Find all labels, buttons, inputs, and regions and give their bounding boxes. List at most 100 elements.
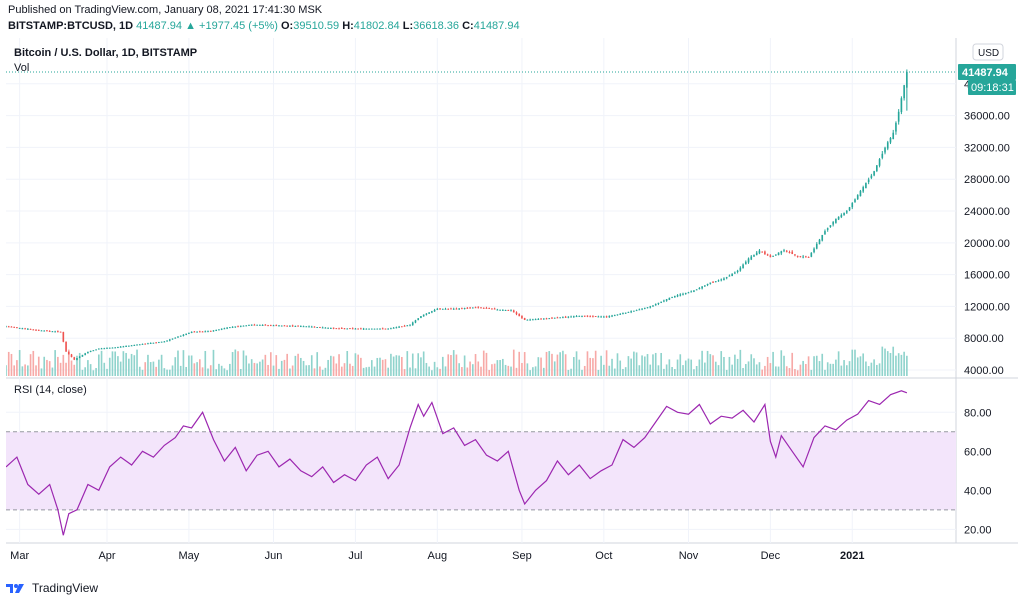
candle-body: [764, 251, 766, 255]
volume-bar: [275, 355, 278, 376]
volume-bar: [428, 366, 430, 376]
candle-body: [310, 326, 313, 328]
candle-body: [46, 330, 48, 332]
candle-body: [13, 326, 16, 328]
volume-bar: [766, 356, 769, 376]
candle-body: [21, 328, 24, 330]
rsi-tick-label: 20.00: [964, 524, 992, 536]
candle-body: [491, 308, 493, 310]
volume-bar: [690, 359, 693, 376]
candle-body: [485, 307, 488, 309]
volume-bar: [493, 363, 496, 376]
candle-body: [532, 319, 534, 321]
volume-bar: [594, 350, 597, 376]
volume-bar: [682, 365, 684, 376]
volume-bar: [545, 351, 548, 376]
volume-bar: [698, 359, 701, 376]
volume-bar: [278, 368, 280, 376]
volume-bar: [769, 363, 772, 376]
candle-body: [119, 346, 122, 348]
volume-bar: [78, 352, 81, 376]
volume-bar: [199, 359, 201, 376]
volume-bar: [783, 355, 785, 376]
volume-bar: [234, 349, 237, 376]
candle-body: [548, 318, 551, 320]
volume-bar: [286, 353, 288, 376]
symbol-label: BITSTAMP:BTCUSD, 1D: [8, 20, 134, 32]
candle-body: [138, 344, 141, 346]
candle-body: [556, 317, 559, 319]
volume-bar: [95, 368, 97, 376]
candle-body: [256, 324, 258, 326]
volume-bar: [291, 365, 294, 376]
volume-bar: [567, 369, 570, 376]
candle-body: [332, 327, 335, 329]
x-tick-label: Nov: [679, 550, 699, 562]
candle-body: [122, 346, 125, 348]
volume-bar: [796, 370, 799, 376]
volume-bar: [799, 364, 802, 376]
candle-body: [575, 316, 578, 318]
candle-body: [578, 315, 581, 317]
candle-body: [594, 316, 597, 318]
candle-body: [766, 254, 769, 256]
volume-bar: [826, 362, 829, 376]
volume-bar: [635, 352, 638, 376]
candle-body: [777, 252, 780, 256]
candle-body: [316, 327, 319, 329]
candle-body: [297, 325, 299, 327]
change-value: +1977.45 (+5%): [199, 20, 278, 32]
volume-bar: [248, 363, 250, 376]
volume-bar: [701, 350, 703, 376]
volume-bar: [229, 363, 231, 376]
volume-bar: [507, 365, 510, 376]
volume-bar: [294, 355, 297, 376]
volume-bar: [676, 359, 679, 376]
candle-body: [188, 332, 190, 334]
volume-bar: [668, 359, 671, 376]
candle-body: [409, 324, 411, 326]
candle-body: [507, 309, 510, 311]
candle-body: [542, 318, 545, 320]
volume-bar: [578, 359, 581, 376]
chart-container[interactable]: Mar Apr May Jun Jul Aug Sep Oct Nov Dec 2021 4000.0…: [5, 38, 1018, 570]
price-chart-svg[interactable]: Mar Apr May Jun Jul Aug Sep Oct Nov Dec 2021 4000.0…: [5, 38, 1018, 570]
candle-body: [521, 315, 523, 319]
candle-body: [649, 306, 652, 308]
last-price-text: 41487.94: [962, 67, 1009, 79]
candle-body: [854, 199, 856, 203]
volume-bar: [785, 366, 788, 376]
candle-body: [488, 307, 491, 309]
volume-bar: [881, 346, 884, 376]
volume-bar: [106, 368, 108, 376]
candle-body: [141, 343, 144, 345]
volume-bar: [149, 362, 152, 376]
x-tick-label: Jun: [265, 550, 283, 562]
volume-bar: [723, 356, 725, 376]
candle-body: [761, 251, 763, 253]
volume-bar: [807, 356, 810, 376]
volume-bar: [603, 364, 605, 376]
volume-bar: [332, 356, 335, 376]
candle-body: [638, 309, 641, 311]
volume-bar: [387, 367, 390, 376]
volume-bar: [92, 370, 95, 376]
candle-body: [368, 328, 370, 330]
volume-bar: [431, 370, 433, 376]
volume-bar: [867, 366, 870, 376]
volume-bar: [753, 358, 755, 376]
candle-body: [259, 324, 261, 326]
candle-body: [608, 316, 611, 318]
volume-bar: [553, 361, 556, 376]
candle-body: [158, 342, 160, 344]
candle-body: [463, 308, 466, 310]
candle-body: [592, 315, 594, 317]
volume-bar: [627, 356, 630, 376]
volume-bar: [444, 366, 447, 376]
candle-body: [712, 281, 714, 283]
candle-body: [365, 328, 368, 330]
candle-body: [177, 336, 179, 338]
candle-body: [534, 319, 537, 321]
volume-bar: [18, 350, 21, 376]
volume-bar: [818, 361, 821, 376]
